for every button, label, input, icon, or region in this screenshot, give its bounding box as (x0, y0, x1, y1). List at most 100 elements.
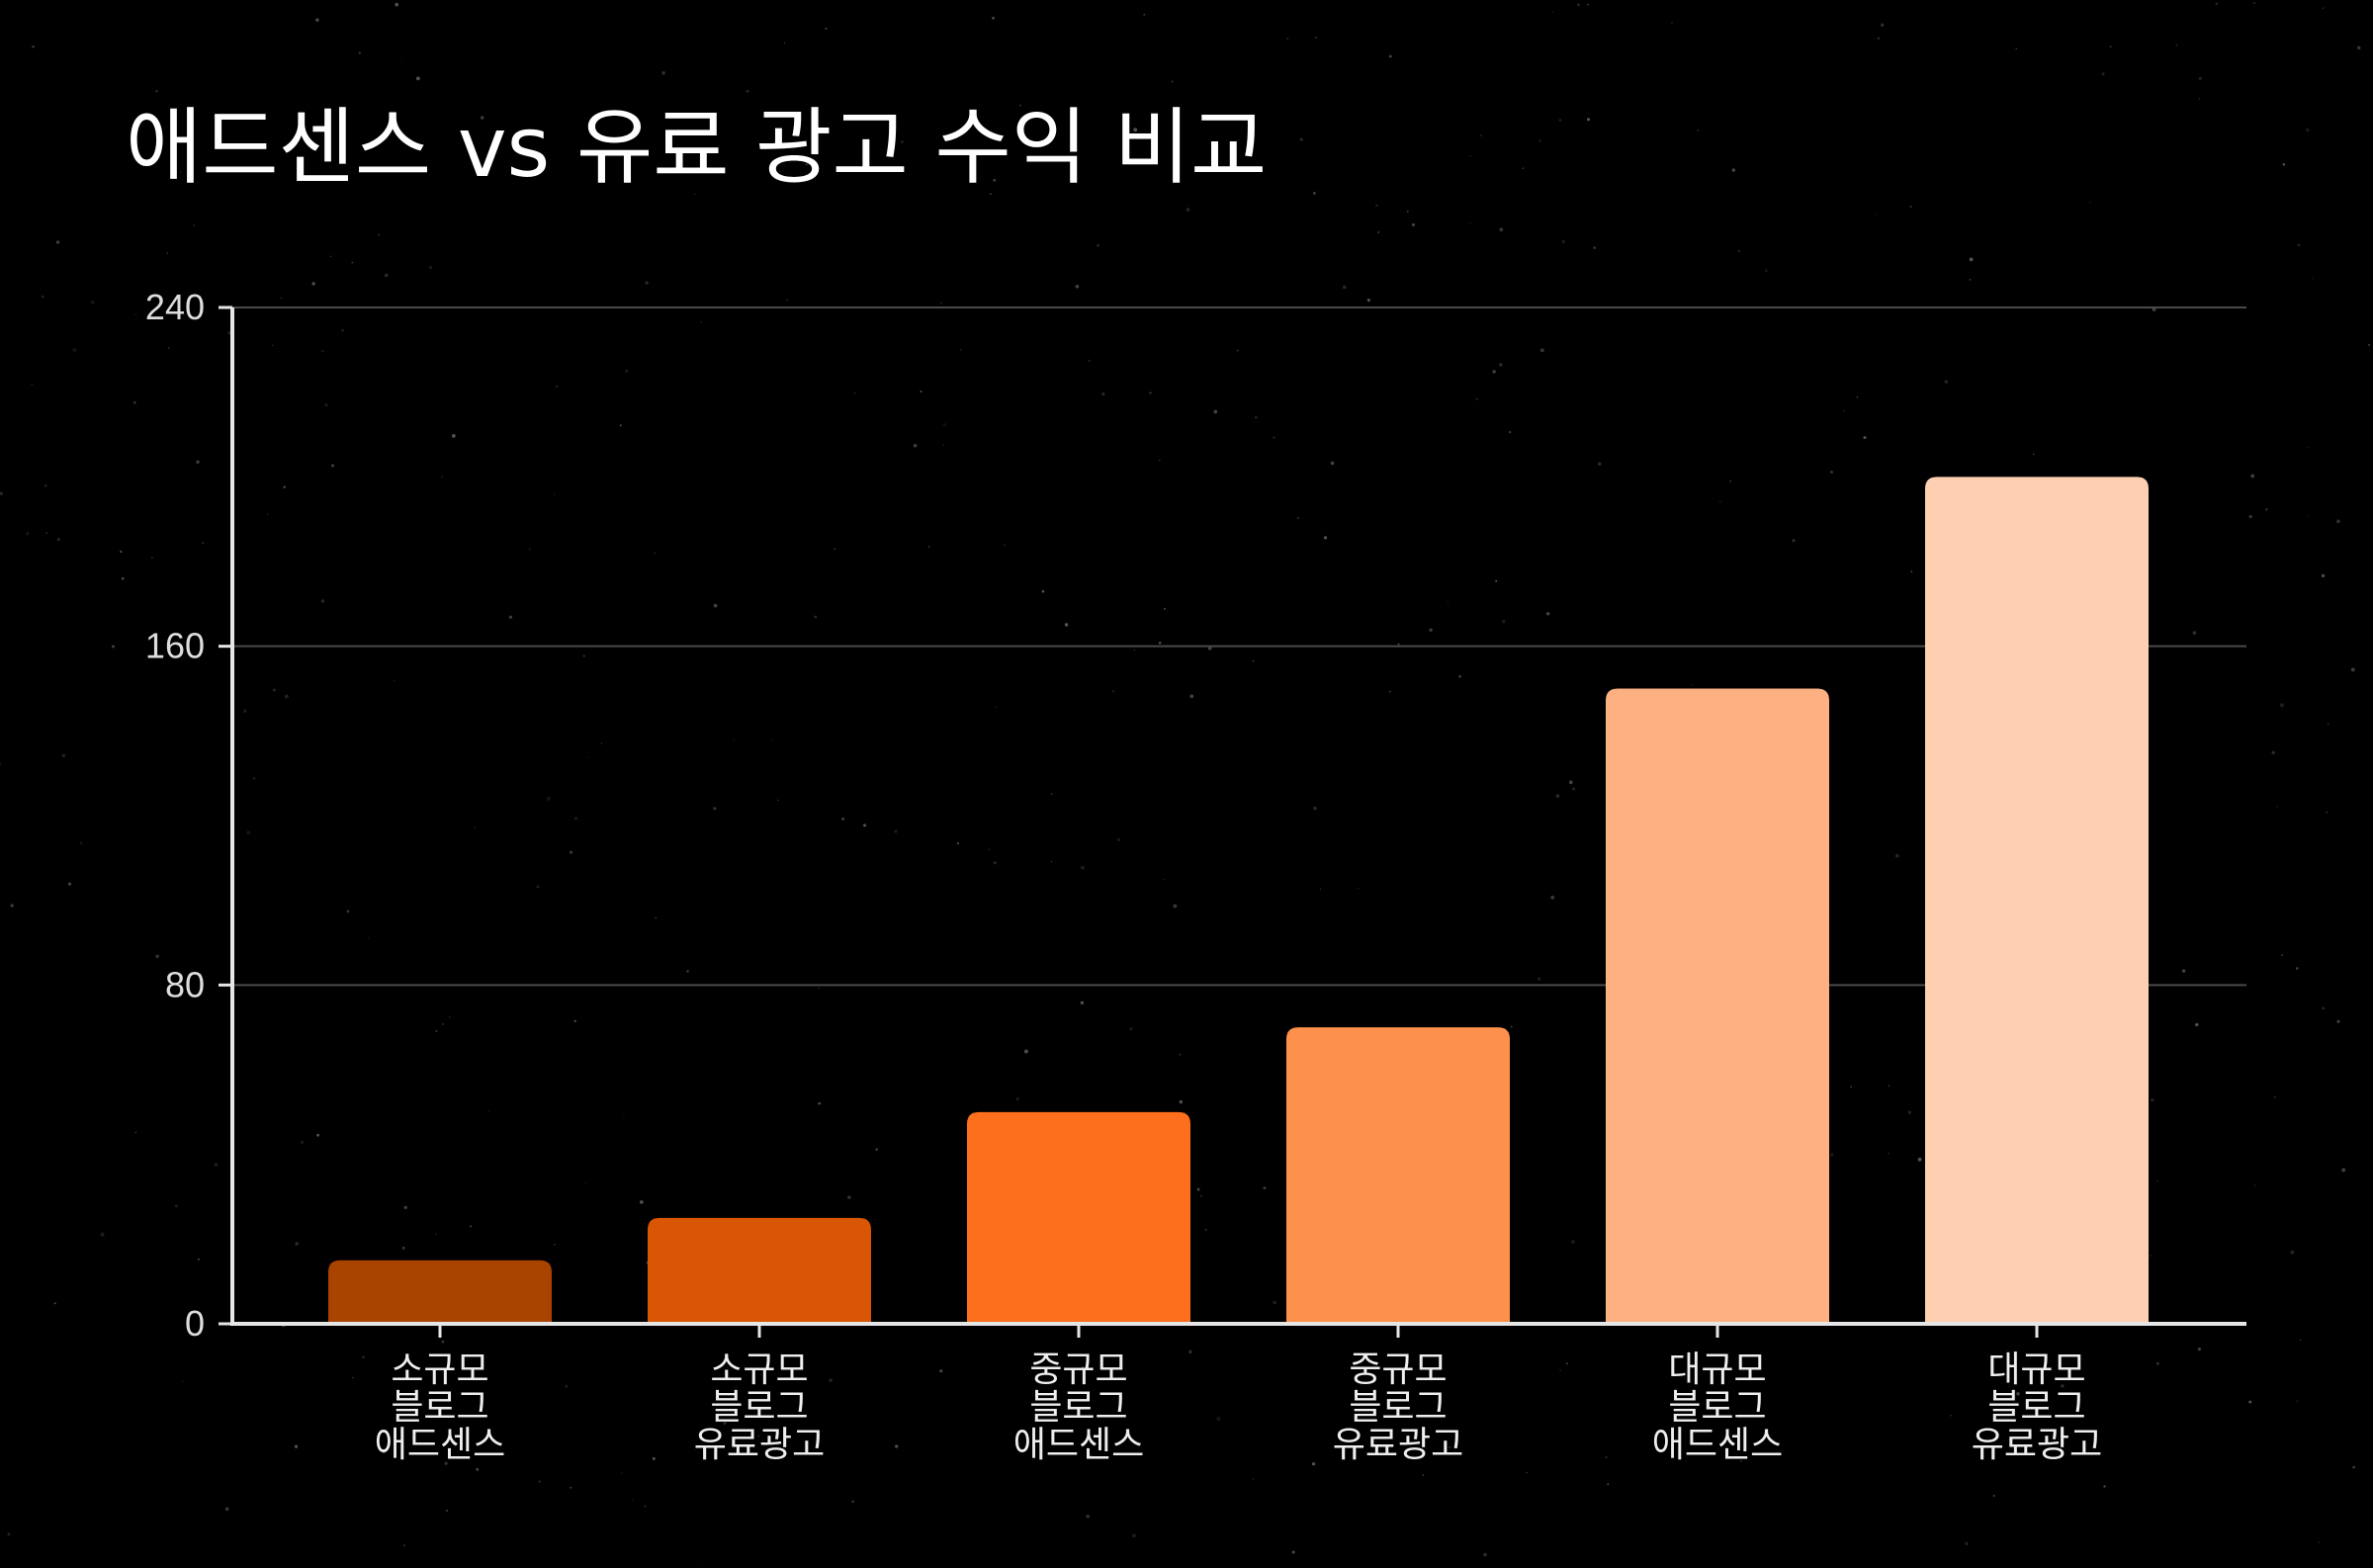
star-speck (1406, 210, 1409, 213)
bars (328, 477, 2149, 1324)
star-speck (625, 369, 629, 374)
x-tick-label: 소규모 블로그 유료광고 (694, 1350, 825, 1465)
x-tick-label-line: 애드센스 (1652, 1425, 1783, 1465)
star-speck (1143, 13, 1146, 16)
x-tick-label-line: 블로그 (1987, 1387, 2085, 1428)
star-speck (202, 542, 205, 545)
star-speck (841, 818, 844, 821)
star-speck (1342, 285, 1347, 290)
star-speck (1565, 1362, 1568, 1365)
star-speck (814, 615, 818, 619)
star-speck (2306, 514, 2309, 516)
star-speck (1042, 116, 1047, 121)
star-speck (227, 330, 231, 335)
gridlines (232, 306, 2246, 987)
star-speck (1495, 579, 1498, 582)
star-speck (121, 577, 125, 580)
star-speck (1499, 363, 1503, 367)
star-speck (2150, 1255, 2152, 1257)
star-speck (1910, 570, 1913, 573)
star-speck (1587, 3, 1589, 6)
star-speck (1888, 1153, 1890, 1155)
star-speck (1017, 1442, 1020, 1444)
x-tick-label-line: 블로그 (1668, 1387, 1766, 1428)
star-speck (570, 1486, 572, 1489)
star-speck (442, 1022, 445, 1025)
star-speck (1877, 37, 1881, 41)
star-speck (1319, 888, 1322, 891)
star-speck (45, 532, 47, 534)
x-tick-label-line: 블로그 (1029, 1387, 1127, 1428)
star-speck (1729, 479, 1732, 482)
x-tick-label-line: 애드센스 (375, 1425, 505, 1465)
star-speck (536, 885, 540, 889)
x-tick-label-line: 블로그 (391, 1387, 488, 1428)
star-speck (0, 762, 2, 765)
star-speck (434, 1233, 437, 1235)
star-speck (252, 777, 256, 780)
star-speck (316, 1133, 320, 1137)
star-speck (1545, 612, 1550, 616)
star-speck (1186, 208, 1190, 212)
star-speck (619, 424, 622, 427)
star-speck (61, 753, 66, 758)
star-speck (2350, 667, 2355, 672)
star-speck (989, 193, 992, 196)
star-speck (1015, 1096, 1019, 1101)
star-speck (1843, 409, 1845, 412)
star-speck (1875, 213, 1878, 216)
star-speck (993, 178, 997, 182)
star-speck (1066, 1352, 1070, 1356)
star-speck (920, 390, 923, 393)
star-speck (1944, 380, 1949, 384)
star-speck (1447, 601, 1450, 604)
star-speck (487, 1109, 490, 1112)
star-speck (640, 1200, 644, 1204)
star-speck (834, 548, 835, 550)
star-speck (403, 1205, 407, 1210)
star-speck (470, 1225, 472, 1228)
star-speck (2252, 1, 2256, 4)
star-speck (1411, 222, 1416, 226)
star-speck (134, 1131, 137, 1134)
x-tick-label: 소규모 블로그 애드센스 (375, 1350, 505, 1465)
star-speck (508, 615, 512, 619)
star-speck (1738, 250, 1740, 252)
star-speck (829, 1378, 833, 1382)
star-speck (1171, 80, 1174, 83)
star-speck (805, 162, 809, 166)
star-speck (2312, 278, 2314, 280)
star-speck (825, 28, 828, 30)
star-speck (174, 1204, 178, 1208)
star-speck (1075, 285, 1080, 289)
star-speck (2306, 128, 2310, 132)
star-speck (783, 42, 786, 44)
star-speck (1969, 257, 1974, 262)
star-speck (2198, 98, 2200, 100)
bar (1606, 688, 1829, 1324)
star-speck (2357, 45, 2361, 50)
star-speck (700, 321, 702, 323)
star-speck (2322, 7, 2325, 9)
star-speck (694, 193, 696, 195)
star-speck (1568, 780, 1573, 785)
star-speck (120, 550, 123, 554)
star-speck (476, 1467, 480, 1471)
x-tick-label: 중규모 블로그 애드센스 (1013, 1350, 1144, 1465)
star-speck (1148, 161, 1151, 165)
star-speck (1538, 139, 1541, 142)
star-speck (847, 1195, 851, 1199)
star-speck (1263, 1186, 1267, 1190)
axes (230, 307, 2246, 1326)
star-speck (555, 385, 559, 388)
star-speck (2197, 1347, 2202, 1351)
star-speck (167, 346, 170, 349)
star-speck (166, 252, 169, 254)
y-tick-label: 160 (145, 626, 205, 666)
star-speck (2253, 1184, 2256, 1186)
star-speck (2276, 806, 2278, 808)
chart-title: 애드센스 vs 유료 광고 수익 비교 (126, 99, 1267, 196)
star-speck (1116, 837, 1120, 841)
star-speck (1458, 675, 1461, 678)
x-tick-label-line: 애드센스 (1013, 1425, 1144, 1465)
